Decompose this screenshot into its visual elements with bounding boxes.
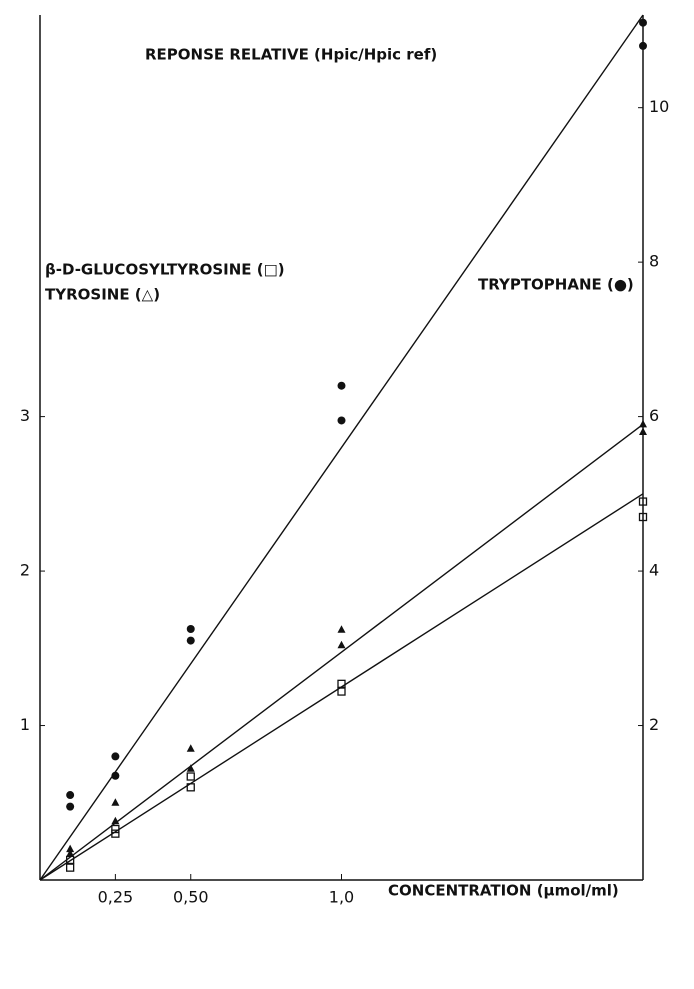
- y2-tick-label: 6: [649, 406, 659, 425]
- point: [66, 849, 75, 857]
- point: [639, 419, 647, 428]
- point: [186, 744, 195, 752]
- point: [186, 772, 195, 781]
- point: [111, 816, 120, 825]
- point: [337, 679, 346, 688]
- point: [66, 802, 75, 811]
- point: [337, 640, 346, 649]
- point: [66, 791, 75, 800]
- point: [639, 427, 647, 436]
- y2-tick-label: 10: [649, 97, 669, 116]
- x-tick-label: 1,0: [329, 888, 354, 907]
- point: [638, 512, 648, 522]
- x-tick-label: 0,50: [173, 888, 209, 907]
- point: [638, 497, 648, 506]
- y2-tick-label: 4: [649, 561, 659, 580]
- point: [186, 636, 195, 645]
- point: [639, 41, 647, 50]
- point: [111, 752, 120, 761]
- x-axis-label: CONCENTRATION (µmol/ml): [388, 882, 619, 900]
- point: [337, 416, 346, 425]
- fit-line: [39, 14, 644, 881]
- legend-entry: TYROSINE (△): [45, 286, 160, 304]
- point: [111, 824, 120, 834]
- point: [639, 18, 647, 27]
- y2-tick-label: 2: [649, 715, 659, 734]
- point: [66, 844, 75, 853]
- y2-tick-label: 8: [649, 252, 659, 271]
- y-tick-label: 3: [20, 406, 30, 425]
- legend-entry: TRYPTOPHANE (●): [478, 276, 634, 294]
- point: [186, 764, 195, 772]
- point: [111, 771, 120, 780]
- y-tick-label: 1: [20, 715, 30, 734]
- point: [337, 687, 346, 696]
- x-tick-label: 0,25: [98, 888, 134, 907]
- point: [186, 783, 195, 792]
- point: [186, 624, 195, 633]
- legend-entry: β-D-GLUCOSYLTYROSINE (□): [45, 261, 285, 279]
- point: [111, 829, 120, 838]
- y-tick-label: 2: [20, 561, 30, 580]
- point: [337, 381, 346, 390]
- point: [111, 798, 120, 806]
- point: [337, 625, 346, 633]
- fit-line: [39, 423, 644, 881]
- chart-title: REPONSE RELATIVE (Hpic/Hpic ref): [145, 46, 437, 64]
- point: [66, 863, 75, 872]
